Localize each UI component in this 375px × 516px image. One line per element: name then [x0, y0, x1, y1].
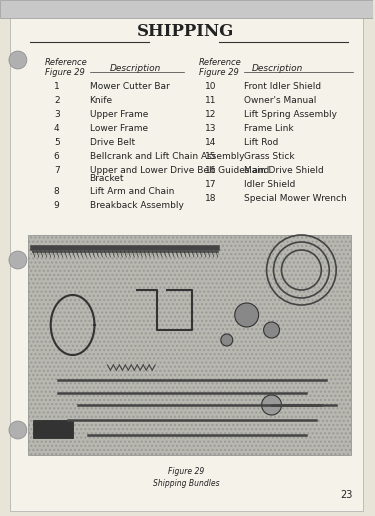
Text: 13: 13 — [205, 124, 217, 133]
Circle shape — [9, 251, 27, 269]
Text: 18: 18 — [205, 194, 217, 203]
Text: Grass Stick: Grass Stick — [244, 152, 294, 161]
Text: 11: 11 — [205, 96, 217, 105]
Text: Knife: Knife — [90, 96, 112, 105]
Text: Front Idler Shield: Front Idler Shield — [244, 82, 321, 91]
Text: Mower Cutter Bar: Mower Cutter Bar — [90, 82, 169, 91]
Text: Lift Arm and Chain: Lift Arm and Chain — [90, 187, 174, 196]
Text: 8: 8 — [54, 187, 60, 196]
Text: Frame Link: Frame Link — [244, 124, 293, 133]
Text: Description: Description — [252, 64, 303, 73]
Text: 7: 7 — [54, 166, 60, 175]
Text: 17: 17 — [205, 180, 217, 189]
Text: Reference
Figure 29: Reference Figure 29 — [45, 58, 87, 77]
Text: 14: 14 — [205, 138, 216, 147]
Text: 23: 23 — [341, 490, 353, 500]
Text: 6: 6 — [54, 152, 60, 161]
FancyBboxPatch shape — [10, 5, 363, 511]
Text: 4: 4 — [54, 124, 60, 133]
Text: Reference
Figure 29: Reference Figure 29 — [199, 58, 242, 77]
Bar — [0, 0, 373, 18]
Circle shape — [264, 322, 279, 338]
Bar — [28, 235, 351, 455]
Bar — [33, 420, 73, 438]
Bar — [28, 235, 351, 455]
Text: Figure 29
Shipping Bundles: Figure 29 Shipping Bundles — [153, 467, 219, 489]
Text: Description: Description — [110, 64, 161, 73]
Circle shape — [9, 421, 27, 439]
Text: Main Drive Shield: Main Drive Shield — [244, 166, 324, 175]
Text: 12: 12 — [205, 110, 216, 119]
Text: Bracket: Bracket — [90, 174, 124, 183]
Text: Lower Frame: Lower Frame — [90, 124, 148, 133]
Circle shape — [262, 395, 282, 415]
Text: Upper Frame: Upper Frame — [90, 110, 148, 119]
Text: Idler Shield: Idler Shield — [244, 180, 295, 189]
Text: 5: 5 — [54, 138, 60, 147]
Text: 3: 3 — [54, 110, 60, 119]
Text: Breakback Assembly: Breakback Assembly — [90, 201, 183, 210]
Text: 9: 9 — [54, 201, 60, 210]
Text: 16: 16 — [205, 166, 217, 175]
Text: 2: 2 — [54, 96, 60, 105]
Circle shape — [235, 303, 259, 327]
Text: SHIPPING: SHIPPING — [137, 23, 235, 40]
Circle shape — [9, 51, 27, 69]
Text: Special Mower Wrench: Special Mower Wrench — [244, 194, 346, 203]
Text: Lift Spring Assembly: Lift Spring Assembly — [244, 110, 337, 119]
Circle shape — [221, 334, 233, 346]
Text: Bellcrank and Lift Chain Assembly: Bellcrank and Lift Chain Assembly — [90, 152, 244, 161]
Text: Upper and Lower Drive Belt Guides and: Upper and Lower Drive Belt Guides and — [90, 166, 269, 175]
Text: 1: 1 — [54, 82, 60, 91]
Text: 15: 15 — [205, 152, 217, 161]
Text: Owner's Manual: Owner's Manual — [244, 96, 316, 105]
Text: Lift Rod: Lift Rod — [244, 138, 278, 147]
Text: Drive Belt: Drive Belt — [90, 138, 135, 147]
Text: 10: 10 — [205, 82, 217, 91]
